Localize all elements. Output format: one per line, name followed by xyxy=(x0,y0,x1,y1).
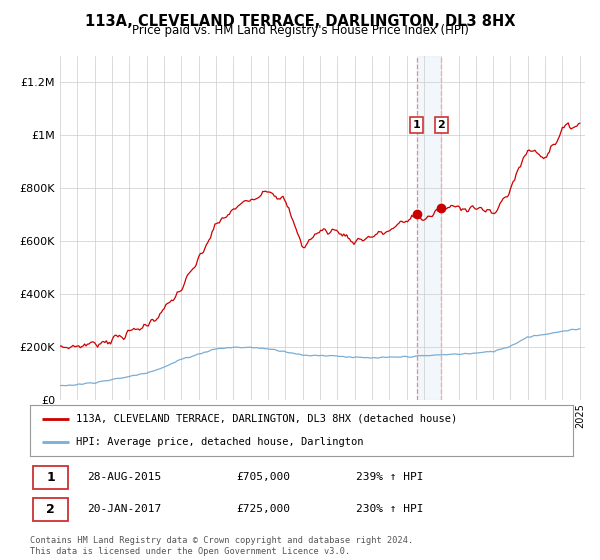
Text: 113A, CLEVELAND TERRACE, DARLINGTON, DL3 8HX: 113A, CLEVELAND TERRACE, DARLINGTON, DL3… xyxy=(85,14,515,29)
Text: 28-AUG-2015: 28-AUG-2015 xyxy=(87,472,161,482)
Text: 1: 1 xyxy=(46,471,55,484)
Text: Contains HM Land Registry data © Crown copyright and database right 2024.
This d: Contains HM Land Registry data © Crown c… xyxy=(30,536,413,556)
FancyBboxPatch shape xyxy=(33,466,68,489)
Text: 2: 2 xyxy=(46,503,55,516)
Text: 2: 2 xyxy=(437,120,445,130)
Text: £725,000: £725,000 xyxy=(236,505,290,515)
Text: Price paid vs. HM Land Registry's House Price Index (HPI): Price paid vs. HM Land Registry's House … xyxy=(131,24,469,37)
Bar xyxy=(416,56,441,400)
Text: 1: 1 xyxy=(413,120,421,130)
FancyBboxPatch shape xyxy=(33,498,68,521)
Text: 230% ↑ HPI: 230% ↑ HPI xyxy=(356,505,424,515)
Text: HPI: Average price, detached house, Darlington: HPI: Average price, detached house, Darl… xyxy=(76,437,364,447)
Text: 113A, CLEVELAND TERRACE, DARLINGTON, DL3 8HX (detached house): 113A, CLEVELAND TERRACE, DARLINGTON, DL3… xyxy=(76,414,457,424)
Text: 239% ↑ HPI: 239% ↑ HPI xyxy=(356,472,424,482)
Text: 20-JAN-2017: 20-JAN-2017 xyxy=(87,505,161,515)
Text: £705,000: £705,000 xyxy=(236,472,290,482)
